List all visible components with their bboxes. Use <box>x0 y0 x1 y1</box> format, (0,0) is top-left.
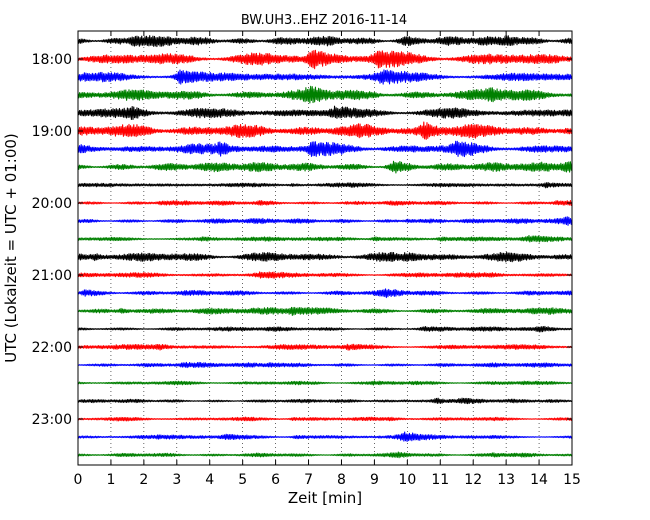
x-tick-label: 15 <box>563 472 581 488</box>
trace-1830 <box>77 85 573 104</box>
trace-1845 <box>77 105 573 121</box>
trace-2330 <box>77 451 573 459</box>
trace-1900 <box>77 121 573 140</box>
trace-2315 <box>77 431 573 442</box>
y-tick-label: 20:00 <box>32 196 72 212</box>
trace-2000 <box>77 200 573 206</box>
trace-2145 <box>77 325 573 333</box>
x-tick-label: 4 <box>205 472 214 488</box>
trace-1915 <box>77 140 573 158</box>
trace-group <box>77 35 573 459</box>
trace-1945 <box>77 181 573 189</box>
trace-2200 <box>77 343 573 351</box>
y-tick-label: 21:00 <box>32 268 72 284</box>
trace-2115 <box>77 288 573 299</box>
trace-2100 <box>77 271 573 279</box>
trace-1800 <box>77 49 573 70</box>
y-tick-label: 19:00 <box>32 124 72 140</box>
trace-2300 <box>77 416 573 422</box>
y-tick-label: 22:00 <box>32 340 72 356</box>
trace-2045 <box>77 251 573 263</box>
grid-lines <box>110 31 540 465</box>
trace-2230 <box>77 380 573 386</box>
trace-2215 <box>77 361 573 369</box>
x-tick-label: 8 <box>337 472 346 488</box>
plot-frame <box>77 30 573 466</box>
x-tick-label: 10 <box>398 472 416 488</box>
y-tick-label: 23:00 <box>32 412 72 428</box>
trace-1745 <box>77 35 573 48</box>
x-tick-label: 12 <box>464 472 482 488</box>
trace-1930 <box>77 160 573 174</box>
x-tick-label: 14 <box>530 472 548 488</box>
trace-2030 <box>77 234 573 243</box>
x-axis: 0 1 2 3 4 5 6 7 8 9 10 11 12 13 14 15 <box>74 31 581 488</box>
chart-title: BW.UH3..EHZ 2016-11-14 <box>241 13 407 28</box>
x-tick-label: 6 <box>271 472 280 488</box>
trace-2130 <box>77 306 573 316</box>
trace-2245 <box>77 397 573 405</box>
x-tick-label: 2 <box>139 472 148 488</box>
x-tick-label: 1 <box>106 472 115 488</box>
trace-2015 <box>77 216 573 226</box>
x-tick-label: 9 <box>370 472 379 488</box>
x-axis-label: Zeit [min] <box>288 489 362 507</box>
x-tick-label: 11 <box>431 472 449 488</box>
y-axis-label: UTC (Lokalzeit = UTC + 01:00) <box>2 133 20 363</box>
x-tick-label: 7 <box>304 472 313 488</box>
x-tick-label: 13 <box>497 472 515 488</box>
x-tick-label: 5 <box>238 472 247 488</box>
y-tick-label: 18:00 <box>32 52 72 68</box>
y-axis: 18:00 19:00 20:00 21:00 22:00 23:00 <box>32 52 572 428</box>
trace-1815 <box>77 69 573 85</box>
x-tick-label: 0 <box>74 472 83 488</box>
x-tick-label: 3 <box>172 472 181 488</box>
